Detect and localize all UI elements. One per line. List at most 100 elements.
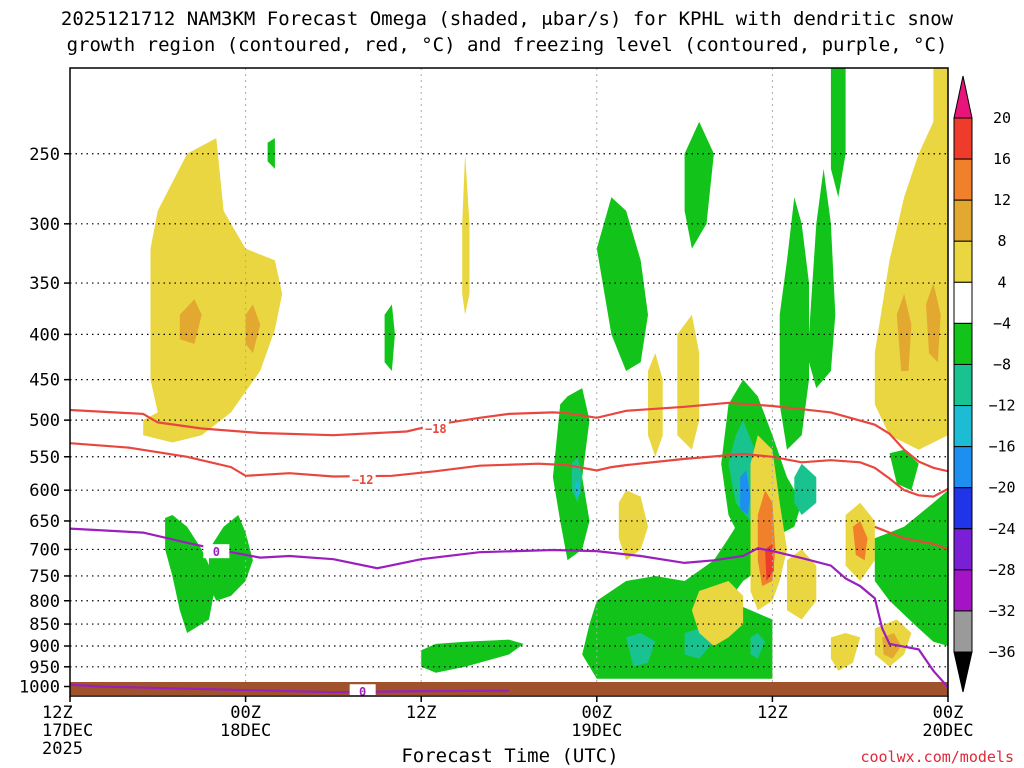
chart-title-line2: growth region (contoured, red, °C) and f… xyxy=(67,34,948,56)
omega-region-14 xyxy=(684,121,714,249)
temperature-contours: −18 −12 0 0 xyxy=(70,401,948,699)
y-tick-label: 650 xyxy=(29,512,60,532)
y-tick-label: 300 xyxy=(29,215,60,235)
y-tick-label: 700 xyxy=(29,540,60,560)
contour-freezing-level xyxy=(70,527,948,689)
colorbar-segment xyxy=(953,240,973,283)
colorbar-bottom-arrow xyxy=(953,651,973,693)
colorbar-top-arrow xyxy=(953,75,973,119)
x-tick-label: 00Z xyxy=(933,703,964,723)
omega-region-25 xyxy=(794,463,817,515)
omega-region-22 xyxy=(779,197,809,450)
contour-label-bg xyxy=(349,684,376,696)
omega-region-8 xyxy=(209,515,253,601)
contour-label-bg xyxy=(203,544,230,559)
omega-region-12 xyxy=(574,480,581,497)
omega-region-0 xyxy=(150,138,283,439)
chart-title-line1: 2025121712 NAM3KM Forecast Omega (shaded… xyxy=(61,8,954,30)
y-axis-ticks: 2503003504004505005506006507007508008509… xyxy=(19,145,70,698)
colorbar-segment xyxy=(953,117,973,160)
colorbar-label: 4 xyxy=(997,273,1006,291)
y-tick-label: 600 xyxy=(29,481,60,501)
colorbar-label: −4 xyxy=(993,314,1011,332)
contour-label: 0 xyxy=(359,685,366,699)
x-tick-label: 19DEC xyxy=(571,721,622,741)
omega-region-36 xyxy=(852,521,868,561)
y-tick-label: 500 xyxy=(29,411,60,431)
colorbar-label: −28 xyxy=(988,561,1015,579)
contour-label: −12 xyxy=(352,473,374,487)
omega-region-24 xyxy=(830,68,846,198)
y-tick-label: 350 xyxy=(29,274,60,294)
contour-dendritic-lower2 xyxy=(874,525,948,551)
omega-region-33 xyxy=(787,549,817,620)
omega-region-23 xyxy=(809,168,836,389)
colorbar-label: −12 xyxy=(988,397,1015,415)
colorbar-label: −8 xyxy=(993,355,1011,373)
y-tick-label: 1000 xyxy=(19,678,60,698)
colorbar-label: −24 xyxy=(988,520,1015,538)
colorbar-label: −32 xyxy=(988,602,1015,620)
x-tick-label: 12Z xyxy=(406,703,437,723)
y-tick-label: 750 xyxy=(29,567,60,587)
colorbar-label: 20 xyxy=(993,109,1011,127)
x-tick-label: 17DEC xyxy=(42,721,93,741)
omega-region-10 xyxy=(552,388,590,561)
colorbar-segment xyxy=(953,199,973,242)
x-tick-label: 00Z xyxy=(230,703,261,723)
omega-region-13 xyxy=(596,197,648,371)
omega-region-7 xyxy=(165,515,217,633)
x-tick-label: 12Z xyxy=(757,703,788,723)
omega-region-44 xyxy=(889,449,919,491)
colorbar-label: 8 xyxy=(997,232,1006,250)
omega-region-20 xyxy=(728,420,758,521)
colorbar-label: −20 xyxy=(988,479,1015,497)
omega-region-31 xyxy=(677,314,700,450)
colorbar-label: 12 xyxy=(993,191,1011,209)
colorbar-segment xyxy=(953,528,973,571)
colorbar-segment xyxy=(953,322,973,365)
y-tick-label: 900 xyxy=(29,637,60,657)
colorbar-segment xyxy=(953,405,973,448)
x-tick-label: 20DEC xyxy=(922,721,973,741)
omega-region-41 xyxy=(896,293,912,371)
omega-region-30 xyxy=(648,353,663,457)
y-tick-label: 250 xyxy=(29,145,60,165)
colorbar-label: 16 xyxy=(993,150,1011,168)
omega-region-5 xyxy=(384,304,395,371)
x-tick-label: 12Z xyxy=(42,703,73,723)
omega-region-16 xyxy=(626,633,656,667)
contour-label: −18 xyxy=(425,422,447,436)
omega-region-21 xyxy=(740,470,751,515)
plot-frame xyxy=(69,67,949,697)
grid-lines xyxy=(70,68,948,696)
omega-region-40 xyxy=(933,68,948,261)
omega-region-28 xyxy=(765,543,774,581)
omega-region-34 xyxy=(830,633,861,671)
omega-shading xyxy=(143,68,948,679)
omega-region-42 xyxy=(926,283,941,363)
colorbar-segment xyxy=(953,158,973,201)
contour-dendritic-top xyxy=(70,401,948,473)
colorbar-segment xyxy=(953,363,973,407)
y-tick-label: 400 xyxy=(29,325,60,345)
omega-region-6 xyxy=(143,412,202,443)
x-tick-label: 2025 xyxy=(42,739,83,759)
omega-region-4 xyxy=(462,153,470,315)
omega-region-3 xyxy=(267,138,275,169)
x-axis-label: Forecast Time (UTC) xyxy=(401,745,618,767)
colorbar-segment xyxy=(953,281,973,324)
x-tick-label: 00Z xyxy=(581,703,612,723)
y-tick-label: 800 xyxy=(29,592,60,612)
contour-label: 0 xyxy=(213,545,220,559)
x-tick-label: 18DEC xyxy=(220,721,271,741)
contour-freezing-surface xyxy=(70,683,510,694)
y-tick-label: 950 xyxy=(29,658,60,678)
omega-region-1 xyxy=(179,299,202,344)
colorbar-segment xyxy=(953,487,973,530)
colorbar: 20 16 12 8 4 −4 −8 −12 −16 −20 −24 −28 −32 −36 xyxy=(953,75,1016,693)
omega-region-39 xyxy=(874,121,948,450)
contour-label-bg xyxy=(349,471,376,486)
